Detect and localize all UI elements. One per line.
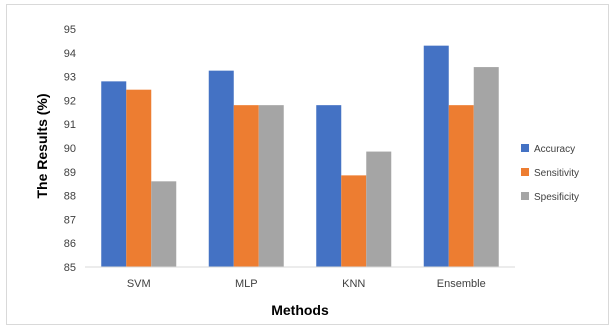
bar-spesificity-ensemble [473, 67, 499, 267]
x-tick-label: Ensemble [437, 278, 486, 290]
y-tick-label: 86 [64, 238, 76, 250]
legend: Accuracy Sensitivity Spesificity [521, 144, 579, 203]
legend-swatch-spesificity [521, 192, 529, 200]
bar-sensitivity-ensemble [448, 105, 474, 267]
bar-accuracy-knn [316, 105, 342, 267]
bar-accuracy-mlp [208, 70, 234, 268]
legend-label-sensitivity: Sensitivity [534, 168, 579, 179]
legend-label-spesificity: Spesificity [534, 192, 579, 203]
y-tick-label: 88 [64, 191, 76, 203]
bar-sensitivity-mlp [233, 105, 259, 267]
bar-spesificity-knn [366, 151, 392, 267]
x-tick-label: KNN [342, 278, 365, 290]
bar-sensitivity-knn [341, 175, 367, 267]
y-tick-label: 91 [64, 119, 76, 131]
bars [101, 45, 499, 268]
bar-spesificity-mlp [258, 105, 284, 267]
y-tick-label: 89 [64, 167, 76, 179]
legend-swatch-accuracy [521, 144, 529, 152]
y-axis-label: The Results (%) [34, 93, 50, 198]
y-tick-label: 87 [64, 214, 76, 226]
legend-label-accuracy: Accuracy [534, 144, 575, 155]
y-tick-label: 93 [64, 72, 76, 84]
bar-accuracy-svm [101, 81, 127, 267]
bar-accuracy-ensemble [423, 45, 449, 267]
y-tick-label: 95 [64, 24, 76, 36]
y-tick-label: 85 [64, 262, 76, 274]
x-axis-ticks: SVM MLP KNN Ensemble [127, 278, 486, 290]
x-tick-label: MLP [235, 278, 258, 290]
y-tick-label: 94 [64, 48, 76, 60]
y-tick-label: 90 [64, 143, 76, 155]
bar-sensitivity-svm [126, 89, 152, 267]
y-tick-label: 92 [64, 95, 76, 107]
y-axis-ticks: 85 86 87 88 89 90 91 92 93 94 95 [64, 24, 76, 274]
x-axis-label: Methods [271, 302, 329, 318]
x-tick-label: SVM [127, 278, 151, 290]
legend-swatch-sensitivity [521, 168, 529, 176]
bar-spesificity-svm [151, 181, 177, 267]
